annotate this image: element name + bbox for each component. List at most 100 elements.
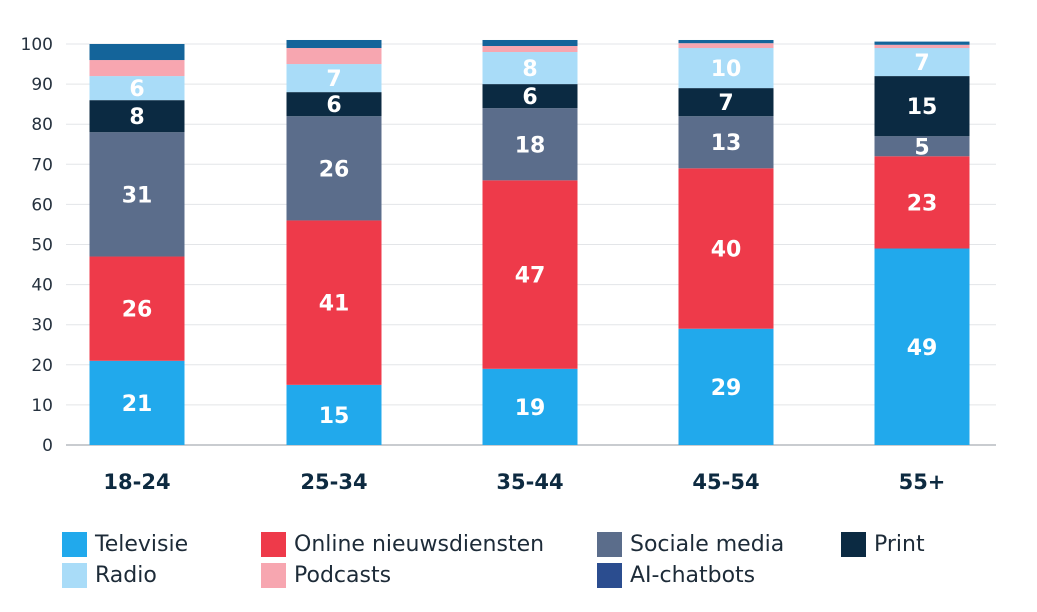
bar-segment-online-nieuwsdiensten bbox=[874, 156, 970, 249]
legend-item-podcasts: Podcasts bbox=[261, 561, 391, 589]
y-tick-label: 20 bbox=[31, 356, 53, 376]
y-tick-label: 70 bbox=[31, 155, 53, 175]
bar-segment-sociale-media bbox=[678, 116, 774, 169]
bar-segment-televisie bbox=[286, 384, 382, 445]
bar-segment-radio bbox=[678, 48, 774, 89]
x-category-label: 45-54 bbox=[692, 470, 759, 494]
legend-item-televisie: Televisie bbox=[62, 530, 188, 558]
legend-item-sociale-media: Sociale media bbox=[597, 530, 784, 558]
bar-segment-sociale-media bbox=[874, 136, 970, 157]
bar-segment-online-nieuwsdiensten bbox=[89, 256, 185, 361]
data-label: 31 bbox=[122, 183, 153, 208]
y-axis-ticks: 0 10 20 30 40 50 60 70 80 90 100 bbox=[21, 35, 53, 456]
bars: 2126318615412667194718682940137104923515… bbox=[89, 39, 970, 445]
data-label: 7 bbox=[718, 91, 733, 116]
bar-segment-print bbox=[89, 100, 185, 133]
data-label: 6 bbox=[326, 93, 341, 118]
legend-item-ai-chatbots: AI-chatbots bbox=[597, 561, 755, 589]
legend-item-radio: Radio bbox=[62, 561, 157, 589]
data-label: 8 bbox=[129, 105, 144, 130]
data-label: 26 bbox=[319, 157, 350, 182]
legend-item-online-nieuwsdiensten: Online nieuwsdiensten bbox=[261, 530, 544, 558]
x-category-label: 25-34 bbox=[300, 470, 367, 494]
bar-segment-ai-chatbots bbox=[286, 39, 382, 49]
x-category-label: 18-24 bbox=[103, 470, 170, 494]
data-label: 7 bbox=[326, 67, 341, 92]
data-label: 49 bbox=[907, 336, 938, 361]
bar-segment-ai-chatbots bbox=[678, 39, 774, 44]
legend-swatch-print bbox=[841, 531, 866, 557]
data-label: 18 bbox=[515, 133, 546, 158]
data-label: 26 bbox=[122, 298, 153, 323]
y-tick-label: 0 bbox=[42, 436, 53, 456]
bar-segment-ai-chatbots bbox=[89, 44, 185, 61]
bar-segment-podcasts bbox=[89, 60, 185, 77]
data-label: 8 bbox=[522, 57, 537, 82]
y-tick-label: 40 bbox=[31, 276, 53, 296]
data-label: 6 bbox=[522, 85, 537, 110]
bar-segment-online-nieuwsdiensten bbox=[678, 168, 774, 329]
data-label: 19 bbox=[515, 396, 546, 421]
legend-swatch-podcasts bbox=[261, 562, 286, 588]
bar-segment-print bbox=[286, 92, 382, 117]
legend-label-ai-chatbots: AI-chatbots bbox=[630, 562, 756, 588]
bar-segment-televisie bbox=[482, 368, 578, 445]
legend-swatch-sociale-media bbox=[597, 531, 622, 557]
y-tick-label: 100 bbox=[21, 35, 53, 55]
legend-label-podcasts: Podcasts bbox=[294, 562, 392, 588]
legend-swatch-online-nieuwsdiensten bbox=[261, 531, 286, 557]
data-label: 13 bbox=[711, 131, 742, 156]
bar-segment-televisie bbox=[874, 248, 970, 445]
data-label: 21 bbox=[122, 392, 153, 417]
legend-swatch-ai-chatbots bbox=[597, 562, 622, 588]
x-category-label: 35-44 bbox=[496, 470, 563, 494]
legend: Televisie Online nieuwsdiensten Sociale … bbox=[62, 530, 1022, 594]
data-label: 10 bbox=[711, 57, 742, 82]
data-label: 40 bbox=[711, 238, 742, 263]
data-label: 23 bbox=[907, 191, 938, 216]
legend-label-radio: Radio bbox=[95, 562, 157, 588]
data-label: 29 bbox=[711, 376, 742, 401]
y-tick-label: 50 bbox=[31, 236, 53, 256]
bar-segment-radio bbox=[482, 52, 578, 85]
bar-segment-print bbox=[874, 76, 970, 137]
bar-segment-radio bbox=[89, 76, 185, 101]
data-label: 47 bbox=[515, 264, 546, 289]
legend-label-televisie: Televisie bbox=[95, 531, 189, 557]
bar-segment-podcasts bbox=[678, 43, 774, 49]
bar-segment-sociale-media bbox=[89, 132, 185, 257]
y-tick-label: 60 bbox=[31, 195, 53, 215]
legend-swatch-radio bbox=[62, 562, 87, 588]
legend-label-online-nieuwsdiensten: Online nieuwsdiensten bbox=[294, 531, 545, 557]
bar-segment-ai-chatbots bbox=[482, 39, 578, 47]
y-tick-label: 30 bbox=[31, 316, 53, 336]
bar-segment-print bbox=[678, 88, 774, 117]
data-label: 41 bbox=[319, 292, 350, 317]
bar-segment-podcasts bbox=[874, 44, 970, 49]
x-category-label: 55+ bbox=[899, 470, 946, 494]
data-label: 5 bbox=[914, 135, 929, 160]
y-tick-label: 80 bbox=[31, 115, 53, 135]
x-axis-categories: 18-24 25-34 35-44 45-54 55+ bbox=[103, 470, 945, 494]
y-tick-label: 10 bbox=[31, 396, 53, 416]
bar-segment-podcasts bbox=[482, 46, 578, 53]
bar-segment-televisie bbox=[89, 360, 185, 445]
bar-segment-print bbox=[482, 84, 578, 109]
data-label: 7 bbox=[914, 51, 929, 76]
bar-segment-sociale-media bbox=[482, 108, 578, 181]
data-label: 6 bbox=[129, 77, 144, 102]
bar-segment-ai-chatbots bbox=[874, 41, 970, 45]
bar-segment-radio bbox=[286, 64, 382, 93]
bar-segment-online-nieuwsdiensten bbox=[286, 220, 382, 385]
data-label: 15 bbox=[319, 404, 350, 429]
legend-label-print: Print bbox=[874, 531, 925, 557]
bar-segment-televisie bbox=[678, 328, 774, 445]
bar-segment-podcasts bbox=[286, 48, 382, 65]
data-label: 15 bbox=[907, 95, 938, 120]
bar-segment-radio bbox=[874, 48, 970, 77]
legend-item-print: Print bbox=[841, 530, 925, 558]
legend-label-sociale-media: Sociale media bbox=[630, 531, 785, 557]
y-tick-label: 90 bbox=[31, 75, 53, 95]
legend-swatch-televisie bbox=[62, 531, 87, 557]
